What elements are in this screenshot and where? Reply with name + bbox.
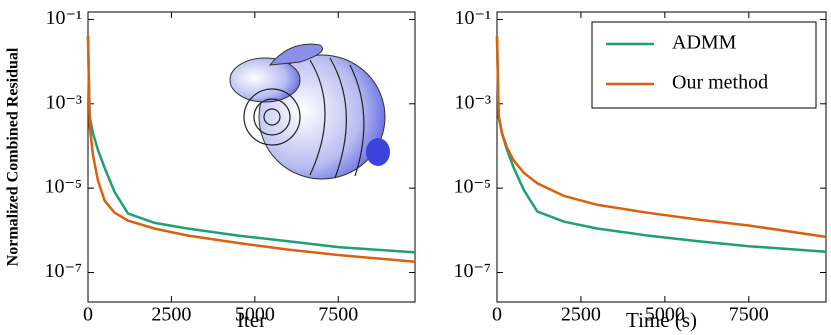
y-tick-label: 10⁻³ bbox=[454, 91, 491, 113]
x-tick-label: 2500 bbox=[151, 304, 191, 326]
bunny-illustration bbox=[229, 43, 390, 180]
x-axis-label: Time (s) bbox=[626, 308, 697, 332]
y-tick-label: 10⁻⁵ bbox=[44, 176, 82, 198]
x-axis-label: Iter bbox=[237, 308, 266, 332]
x-tick-label: 2500 bbox=[561, 304, 601, 326]
x-tick-label: 0 bbox=[83, 304, 93, 326]
legend-label: ADMM bbox=[672, 32, 737, 54]
plot-frame bbox=[496, 11, 827, 303]
y-tick-label: 10⁻⁷ bbox=[453, 260, 491, 282]
chart: 10⁻¹ 10⁻³ 10⁻⁵ 10⁻⁷0 2500 5000 7500 Iter Normali… bbox=[5, 7, 416, 332]
legend: ADMM Our method bbox=[591, 21, 817, 109]
legend-label: Our method bbox=[672, 72, 768, 94]
x-tick-label: 5000 bbox=[645, 304, 685, 326]
x-tick-label: 0 bbox=[492, 304, 502, 326]
x-tick-label: 7500 bbox=[318, 304, 358, 326]
x-tick-label: 5000 bbox=[235, 304, 275, 326]
series-line bbox=[495, 36, 827, 239]
y-tick-label: 10⁻⁷ bbox=[44, 260, 82, 282]
chart: 10⁻¹ 10⁻³ 10⁻⁵ 10⁻⁷0 2500 5000 7500 Time (s) ADM… bbox=[453, 7, 827, 332]
series-line bbox=[86, 36, 416, 254]
legend-box bbox=[591, 21, 817, 109]
y-tick-label: 10⁻¹ bbox=[454, 7, 491, 29]
series-line bbox=[86, 36, 416, 263]
y-axis-label: Normalized Combined Residual bbox=[5, 47, 22, 266]
y-tick-label: 10⁻³ bbox=[45, 91, 82, 113]
plot-frame bbox=[87, 11, 416, 303]
x-tick-label: 7500 bbox=[729, 304, 769, 326]
y-tick-label: 10⁻⁵ bbox=[453, 176, 491, 198]
y-tick-label: 10⁻¹ bbox=[45, 7, 82, 29]
